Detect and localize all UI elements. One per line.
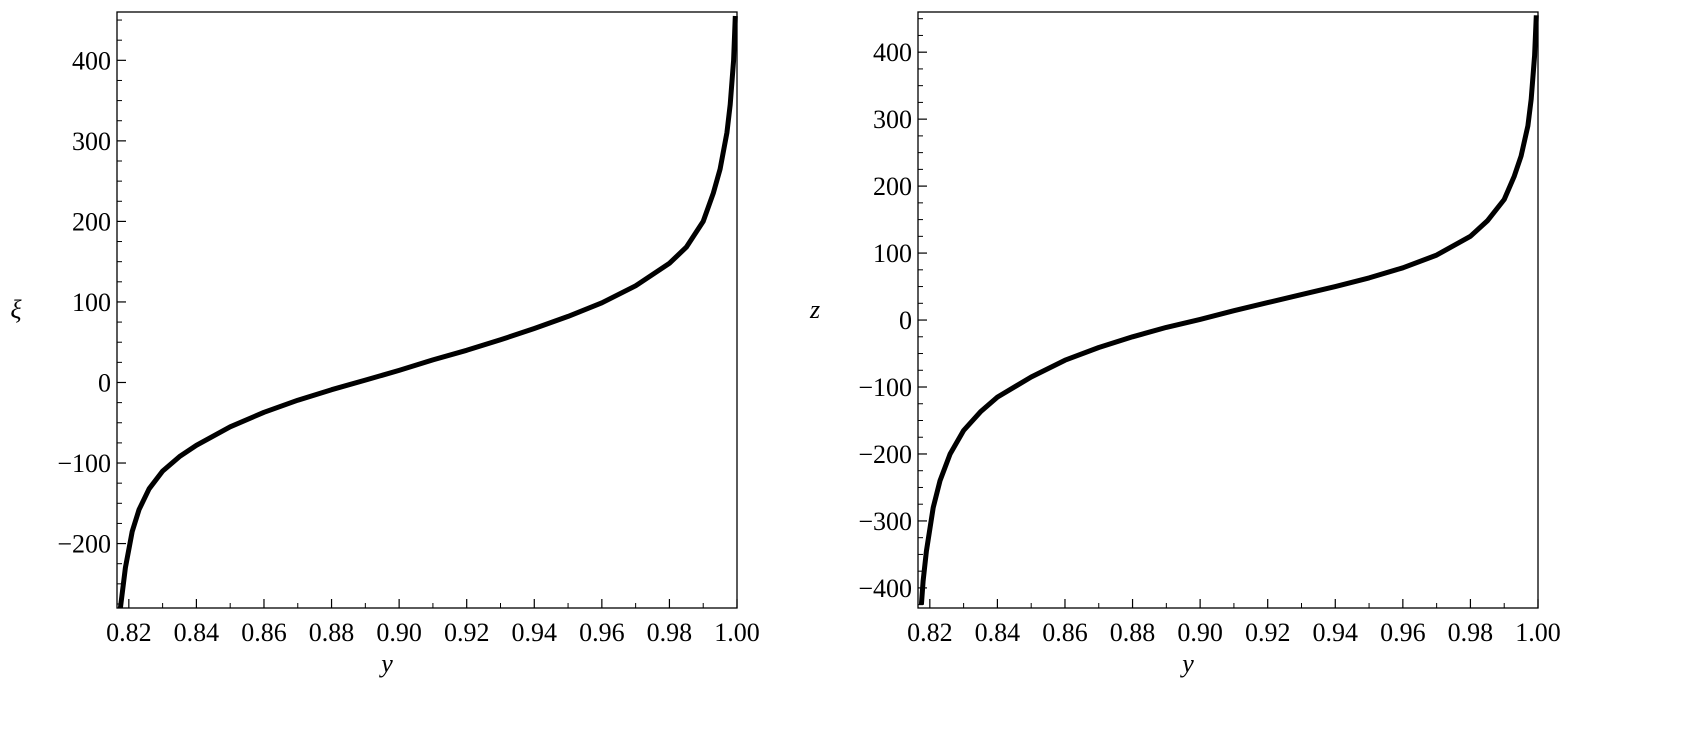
y-tick-label: −200 — [57, 530, 111, 559]
plot-frame — [917, 11, 1539, 609]
chart-2: 0.82 0.84 0.86 0.88 0.90 0.92 0.94 0.96 0.98 1.00… — [809, 11, 1561, 678]
x-tick-label: 0.96 — [1380, 618, 1426, 647]
y-tick-label: 100 — [72, 288, 111, 317]
y-tick-label: 0 — [98, 368, 111, 397]
plot-frame — [116, 11, 738, 609]
x-axis-title: y — [1179, 649, 1194, 678]
y-tick-label: −100 — [858, 373, 912, 402]
y-tick-label: 300 — [72, 127, 111, 156]
x-tick-label: 0.94 — [512, 618, 558, 647]
y-tick-label: −400 — [858, 574, 912, 603]
y-tick-label: 400 — [72, 46, 111, 75]
x-tick-label: 0.84 — [975, 618, 1021, 647]
y-tick-label: −100 — [57, 449, 111, 478]
x-tick-label: 1.00 — [1515, 618, 1561, 647]
x-tick-label: 0.90 — [376, 618, 422, 647]
x-tick-label: 0.88 — [309, 618, 355, 647]
y-tick-label: −300 — [858, 507, 912, 536]
y-axis-title: z — [809, 295, 820, 324]
y-tick-label: 200 — [72, 207, 111, 236]
y-tick-label: 100 — [873, 239, 912, 268]
y-axis-title: ξ — [10, 295, 22, 324]
x-tick-label: 0.82 — [907, 618, 953, 647]
y-tick-label: 400 — [873, 38, 912, 67]
y-tick-label: 0 — [899, 306, 912, 335]
x-tick-label: 0.92 — [1245, 618, 1291, 647]
series-line — [918, 15, 1539, 605]
x-tick-label: 0.96 — [579, 618, 625, 647]
x-tick-label: 0.86 — [241, 618, 287, 647]
x-tick-label: 0.94 — [1313, 618, 1359, 647]
x-tick-label: 0.92 — [444, 618, 490, 647]
y-tick-label: −200 — [858, 440, 912, 469]
x-axis-title: y — [378, 649, 393, 678]
x-tick-label: 0.88 — [1110, 618, 1156, 647]
x-tick-label: 0.82 — [106, 618, 152, 647]
x-tick-label: 0.98 — [647, 618, 693, 647]
y-tick-label: 200 — [873, 172, 912, 201]
chart-1: 0.82 0.84 0.86 0.88 0.90 0.92 0.94 0.96 0.98 1.00… — [10, 11, 760, 678]
y-tick-label: 300 — [873, 105, 912, 134]
series-line — [117, 15, 738, 609]
x-tick-label: 0.84 — [174, 618, 220, 647]
x-tick-label: 0.90 — [1177, 618, 1223, 647]
x-tick-label: 0.86 — [1042, 618, 1088, 647]
x-tick-label: 1.00 — [714, 618, 760, 647]
x-tick-label: 0.98 — [1448, 618, 1494, 647]
